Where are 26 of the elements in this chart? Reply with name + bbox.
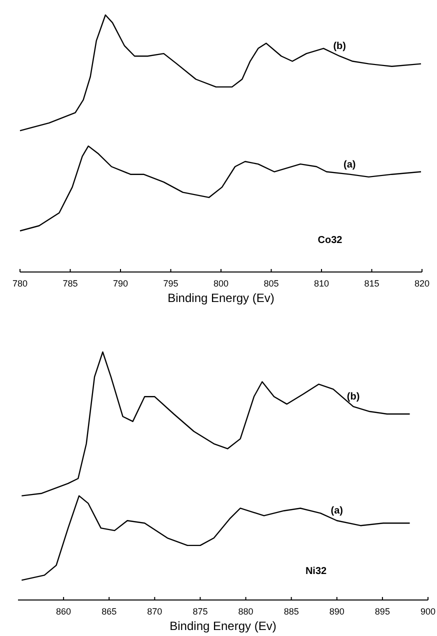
x-tick-label: 785 — [62, 278, 78, 288]
x-tick-label: 790 — [112, 278, 128, 288]
x-axis-title: Binding Energy (Ev) — [168, 291, 274, 305]
x-tick-label: 795 — [163, 278, 178, 288]
x-tick-label: 805 — [264, 278, 279, 288]
annotation: Ni32 — [305, 566, 327, 577]
x-tick-label: 860 — [56, 606, 72, 616]
x-tick-label: 870 — [147, 606, 162, 616]
annotation: Co32 — [318, 235, 343, 246]
x-tick-label: 880 — [238, 606, 254, 616]
x-axis-title: Binding Energy (Ev) — [170, 619, 276, 633]
x-tick-label: 875 — [192, 606, 208, 616]
series-label: (b) — [333, 41, 346, 52]
series-label: (a) — [330, 506, 344, 517]
x-tick-label: 890 — [329, 606, 344, 616]
x-tick-label: 780 — [12, 278, 28, 288]
series-label: (b) — [346, 392, 360, 403]
x-tick-label: 820 — [414, 278, 430, 288]
x-tick-label: 800 — [213, 278, 229, 288]
series-label: (a) — [344, 159, 356, 170]
x-tick-label: 885 — [284, 606, 299, 616]
x-tick-label: 815 — [364, 278, 380, 288]
x-tick-label: 810 — [314, 278, 330, 288]
x-tick-label: 895 — [374, 606, 390, 616]
x-tick-label: 865 — [102, 606, 117, 616]
x-tick-label: 900 — [420, 606, 436, 616]
